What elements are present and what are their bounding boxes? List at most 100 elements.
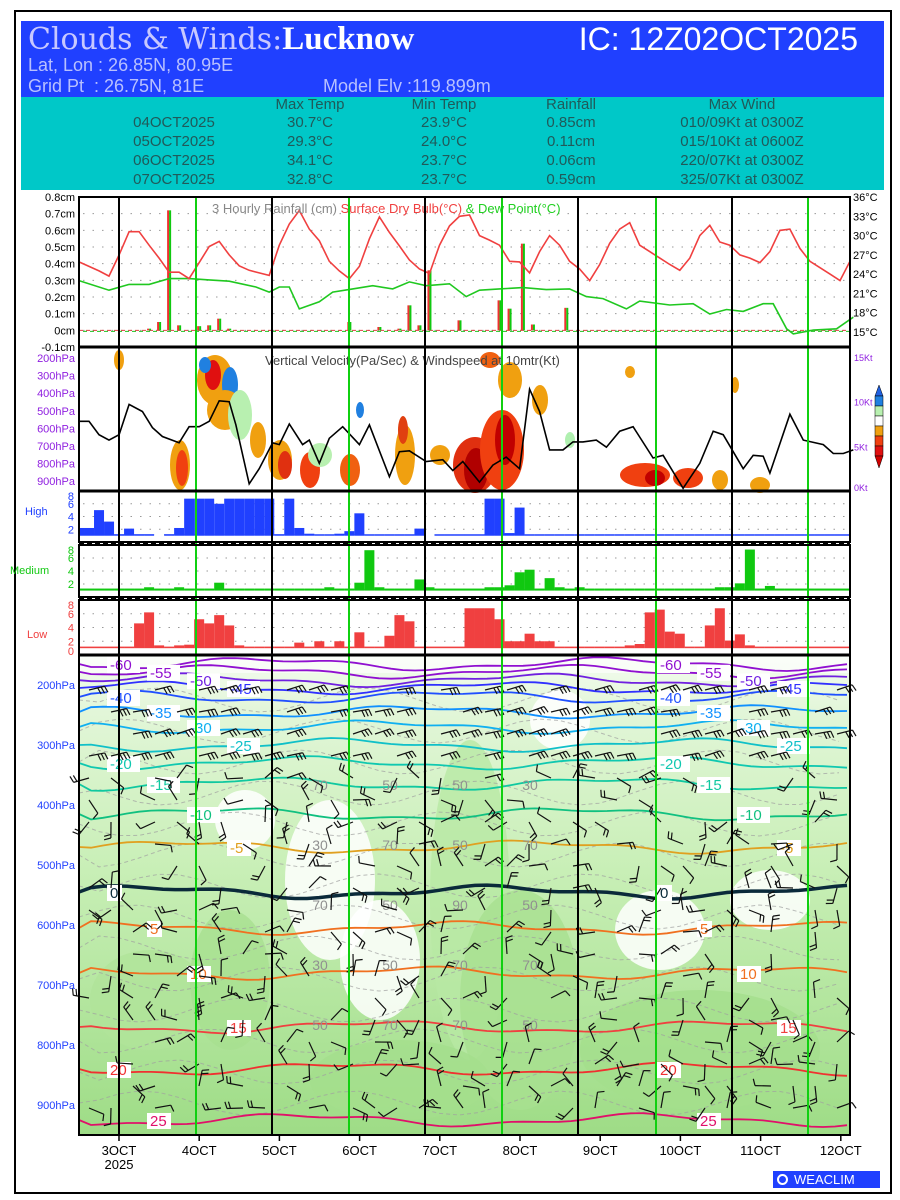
wind-barb-flag (455, 751, 461, 758)
wind-barb-flag (218, 938, 226, 943)
wind-barb (528, 821, 538, 842)
wind-barb (374, 708, 395, 717)
wind-barb-staff (814, 909, 819, 926)
wind-barb-flag (496, 709, 501, 716)
wind-barb-flag (253, 852, 257, 860)
wind-barb-staff (286, 1028, 298, 1043)
wind-barb (550, 990, 571, 999)
wind-barb-flag (224, 1101, 228, 1109)
wind-barb (704, 850, 718, 867)
summary-cell-max: 32.8°C (286, 171, 334, 188)
wind-barb (132, 922, 152, 933)
wind-barb (616, 1071, 633, 1087)
wind-barb (400, 1058, 420, 1066)
date-label: 3OCT (102, 1143, 137, 1158)
wind-barb-flag (102, 1114, 105, 1122)
wind-barb-staff (436, 850, 442, 867)
wind-barb-flag (230, 986, 233, 994)
wind-barb-flag (360, 730, 366, 738)
wind-barb-flag (381, 1048, 389, 1052)
wind-barb-flag (588, 1022, 595, 1028)
cloud-axis-tick: 2 (68, 579, 74, 591)
wind-barb-flag (496, 731, 501, 738)
wind-barb-staff (770, 685, 787, 691)
wind-barb-staff (132, 708, 149, 713)
wind-barb-flag (448, 961, 456, 965)
wind-barb-flag (609, 685, 615, 692)
city-name: Lucknow (282, 21, 415, 57)
wind-barb-flag (141, 1096, 146, 1104)
wind-barb (92, 909, 112, 920)
wind-barb (744, 868, 753, 889)
wind-barb (748, 685, 769, 694)
wind-barb (704, 1041, 723, 1051)
wind-barb-flag (534, 942, 542, 946)
wind-barb-staff (88, 1107, 104, 1115)
wind-barb-flag (650, 707, 656, 715)
wind-barb (462, 1085, 481, 1096)
wind-barb-flag (364, 1093, 369, 1101)
cloud-bar (144, 587, 155, 590)
pressure-tick: 500hPa (37, 860, 76, 872)
wind-barb-staff (616, 1063, 623, 1080)
wind-barb (756, 1041, 772, 1057)
wind-barb-flag (757, 753, 762, 760)
isotherm-label-bg (657, 756, 690, 772)
cloud-bar (634, 644, 645, 648)
panel-border (78, 544, 851, 598)
wind-barb (660, 944, 680, 955)
date-label: 7OCT (422, 1143, 457, 1158)
wind-barb-staff (428, 1053, 442, 1065)
wind-barb (679, 890, 688, 911)
wind-barb-staff (440, 997, 453, 1011)
wind-barb-staff (249, 997, 266, 1002)
cloud-bar (484, 498, 495, 535)
wind-barb-flag (428, 1046, 433, 1054)
wind-barb (555, 1107, 574, 1120)
wind-barb-staff (88, 878, 103, 889)
wind-barb (660, 1063, 673, 1082)
cloud-bar (404, 621, 415, 648)
wind-barb (833, 909, 841, 930)
wind-barb-staff (154, 1037, 171, 1043)
wind-barb-staff (140, 792, 156, 801)
cloud-axis-tick: 6 (68, 609, 74, 621)
wind-barb-flag (536, 708, 542, 715)
wind-barb (704, 980, 715, 999)
wind-barb-staff (561, 1107, 574, 1120)
wind-barb-staff (748, 750, 765, 757)
wind-barb-flag (647, 895, 655, 900)
wind-barb-flag (828, 1079, 836, 1082)
isotherm-label: -25 (230, 738, 252, 755)
wind-barb (600, 789, 618, 801)
wind-barb-staff (198, 685, 215, 691)
isotherm-line (78, 737, 848, 753)
wind-barb-staff (748, 685, 765, 691)
wind-barb-staff (374, 960, 380, 977)
cloud-bar (734, 634, 745, 648)
wind-barb-staff (220, 1027, 229, 1043)
wind-barb-flag (562, 708, 568, 716)
wind-barb-staff (305, 806, 310, 823)
wind-barb-flag (744, 868, 752, 874)
wind-barb-staff (506, 1070, 514, 1087)
wind-barb-flag (515, 856, 523, 862)
wind-barb-flag (377, 1111, 384, 1118)
wind-barb-flag (536, 730, 542, 738)
wind-barb-flag (161, 905, 166, 913)
wind-barb-staff (792, 1104, 809, 1109)
wind-barb (682, 729, 703, 739)
summary-cell-wind: 325/07Kt at 0300Z (680, 171, 804, 188)
wind-barb (735, 828, 750, 845)
temp-axis-tick: 15°C (853, 327, 878, 339)
wind-barb-flag (522, 859, 530, 863)
wind-barb-flag (446, 964, 454, 968)
wind-barb (396, 707, 417, 717)
initial-condition: IC: 12Z02OCT2025 (578, 21, 858, 57)
wind-barb-flag (772, 917, 780, 921)
wind-barb-flag (122, 752, 128, 760)
wind-barb (242, 843, 257, 860)
wind-barb-flag (779, 710, 784, 718)
wind-barb-staff (660, 684, 677, 691)
rh-contour (78, 904, 840, 930)
